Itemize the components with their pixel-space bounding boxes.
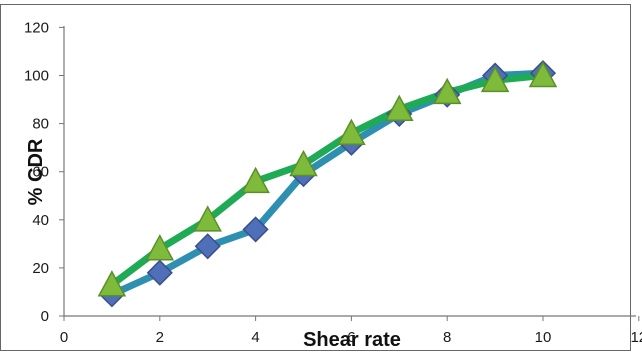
y-tick-label: 100 (24, 68, 49, 85)
triangle-point (337, 118, 366, 146)
y-tick-label: 40 (32, 212, 49, 229)
triangle-point (289, 149, 318, 177)
x-tick-label: 0 (60, 329, 68, 346)
triangle-point (432, 77, 462, 105)
x-tick-label: 4 (251, 329, 259, 346)
series-lines (108, 69, 547, 298)
triangle-point (480, 65, 510, 93)
y-tick-label: 80 (32, 116, 49, 133)
y-tick-label: 60 (32, 164, 49, 181)
x-axis-ticks: 0 2 4 6 8 10 12 (60, 316, 642, 346)
triangle-point (528, 60, 558, 88)
triangle-point (385, 94, 414, 121)
x-tick-label: 2 (156, 329, 164, 346)
y-tick-label: 120 (24, 19, 49, 36)
diamond-point (146, 259, 173, 286)
diamond-point (242, 216, 269, 243)
triangle-point (145, 234, 175, 261)
x-tick-label: 6 (347, 329, 355, 346)
x-tick-label: 8 (443, 329, 451, 346)
triangle-point (241, 166, 270, 194)
series-markers (97, 60, 558, 308)
x-axis-title: Shear rate (303, 329, 401, 351)
x-tick-label: 12 (630, 329, 642, 346)
x-tick-label: 10 (535, 329, 552, 346)
triangle-point (193, 205, 222, 232)
plot-frame (0, 4, 631, 351)
y-tick-label: 20 (32, 260, 49, 277)
series-line-2 (108, 72, 547, 289)
y-axis-ticks: 0 20 40 60 80 100 120 (24, 19, 64, 325)
y-axis-title: % CDR (25, 138, 47, 205)
y-tick-label: 0 (41, 308, 49, 325)
diamond-point (194, 233, 221, 260)
triangle-point (97, 270, 127, 297)
series-line-1 (108, 69, 547, 298)
